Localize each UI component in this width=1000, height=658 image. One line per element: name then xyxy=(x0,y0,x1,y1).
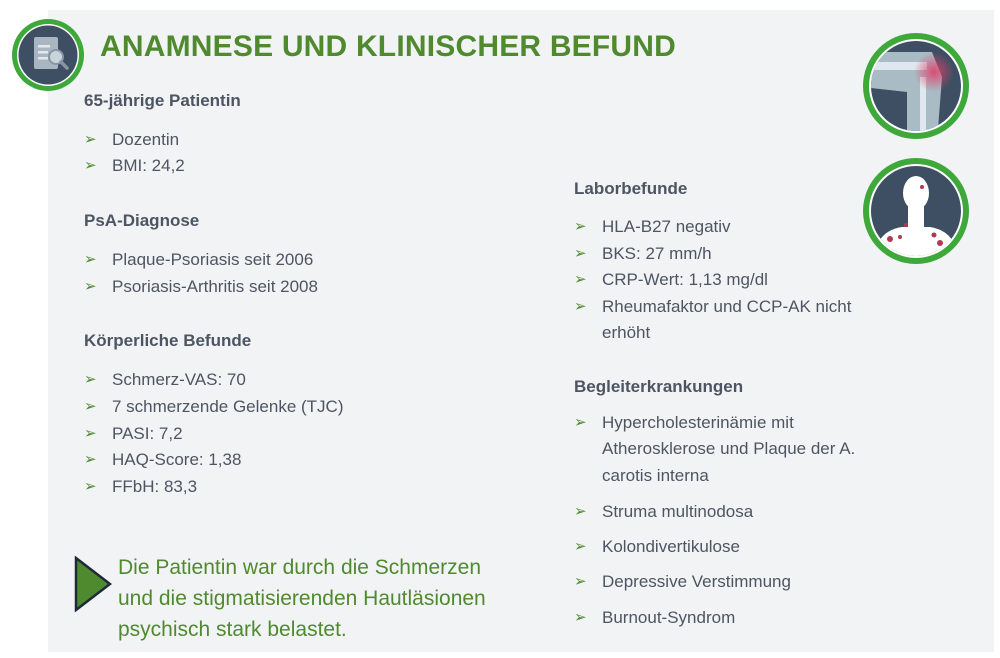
list-item: ➢ CRP-Wert: 1,13 mg/dl xyxy=(574,267,768,293)
arrow-bullet-icon: ➢ xyxy=(574,414,587,431)
list-item-text: 7 schmerzende Gelenke (TJC) xyxy=(112,397,344,416)
knee-joint-pain-icon xyxy=(863,33,969,139)
callout-arrow-icon xyxy=(74,556,112,612)
arrow-bullet-icon: ➢ xyxy=(574,503,587,520)
list-item: carotis interna xyxy=(602,463,709,489)
list-item-text: Plaque-Psoriasis seit 2006 xyxy=(112,250,314,269)
arrow-bullet-icon: ➢ xyxy=(574,298,587,315)
list-item: ➢ Depressive Verstimmung xyxy=(574,569,791,595)
arrow-bullet-icon: ➢ xyxy=(84,278,97,295)
list-item: ➢ PASI: 7,2 xyxy=(84,421,183,447)
arrow-bullet-icon: ➢ xyxy=(84,425,97,442)
arrow-bullet-icon: ➢ xyxy=(574,218,587,235)
section-heading: 65-jährige Patientin xyxy=(84,91,241,110)
list-item-text: Schmerz-VAS: 70 xyxy=(112,370,246,389)
list-item: ➢ BMI: 24,2 xyxy=(84,153,185,179)
arrow-bullet-icon: ➢ xyxy=(574,538,587,555)
list-item-text: PASI: 7,2 xyxy=(112,424,183,443)
list-item: Atherosklerose und Plaque der A. xyxy=(602,436,855,462)
arrow-bullet-icon: ➢ xyxy=(574,271,587,288)
arrow-bullet-icon: ➢ xyxy=(84,251,97,268)
list-item-text: Burnout-Syndrom xyxy=(602,608,736,627)
arrow-bullet-icon: ➢ xyxy=(84,371,97,388)
list-item: ➢ HLA-B27 negativ xyxy=(574,214,731,240)
list-item: erhöht xyxy=(602,320,650,346)
callout-line: und die stigmatisierenden Hautläsionen xyxy=(118,587,486,610)
arrow-bullet-icon: ➢ xyxy=(84,157,97,174)
list-item: ➢ Psoriasis-Arthritis seit 2008 xyxy=(84,274,318,300)
list-item: ➢ Kolondivertikulose xyxy=(574,534,740,560)
document-search-icon xyxy=(12,19,84,91)
arrow-bullet-icon: ➢ xyxy=(84,398,97,415)
list-item: ➢ Dozentin xyxy=(84,127,180,153)
list-item-text: Atherosklerose und Plaque der A. xyxy=(602,439,856,458)
list-item-text: Struma multinodosa xyxy=(602,502,754,521)
list-item: ➢ Burnout-Syndrom xyxy=(574,605,736,631)
section-heading: Körperliche Befunde xyxy=(84,331,252,350)
list-item-text: FFbH: 83,3 xyxy=(112,477,198,496)
arrow-bullet-icon: ➢ xyxy=(84,131,97,148)
section-heading: PsA-Diagnose xyxy=(84,211,200,230)
list-item: ➢ Struma multinodosa xyxy=(574,499,754,525)
list-item-text: Dozentin xyxy=(112,130,180,149)
list-item: ➢ Plaque-Psoriasis seit 2006 xyxy=(84,247,314,273)
arrow-bullet-icon: ➢ xyxy=(84,478,97,495)
list-item-text: Depressive Verstimmung xyxy=(602,572,791,591)
list-item-text: HLA-B27 negativ xyxy=(602,217,731,236)
list-item-text: BMI: 24,2 xyxy=(112,156,185,175)
arrow-bullet-icon: ➢ xyxy=(574,573,587,590)
list-item-text: carotis interna xyxy=(602,466,709,485)
list-item-text: CRP-Wert: 1,13 mg/dl xyxy=(602,270,768,289)
callout-text: Die Patientin war durch die Schmerzen un… xyxy=(118,552,486,645)
list-item-text: Hypercholesterinämie mit xyxy=(602,413,794,432)
content-panel xyxy=(48,10,994,652)
callout-line: Die Patientin war durch die Schmerzen xyxy=(118,556,482,579)
list-item: ➢ Hypercholesterinämie mit xyxy=(574,410,794,436)
skin-lesions-person-icon xyxy=(863,158,969,264)
list-item-text: Psoriasis-Arthritis seit 2008 xyxy=(112,277,318,296)
list-item: ➢ FFbH: 83,3 xyxy=(84,474,198,500)
list-item-text: BKS: 27 mm/h xyxy=(602,244,712,263)
list-item-text: HAQ-Score: 1,38 xyxy=(112,450,242,469)
list-item: ➢ Rheumafaktor und CCP-AK nicht xyxy=(574,294,852,320)
list-item-text: erhöht xyxy=(602,323,651,342)
section-heading: Begleiterkrankungen xyxy=(574,377,744,396)
arrow-bullet-icon: ➢ xyxy=(574,245,587,262)
list-item: ➢ 7 schmerzende Gelenke (TJC) xyxy=(84,394,344,420)
list-item-text: Rheumafaktor und CCP-AK nicht xyxy=(602,297,852,316)
arrow-bullet-icon: ➢ xyxy=(574,609,587,626)
list-item-text: Kolondivertikulose xyxy=(602,537,740,556)
list-item: ➢ BKS: 27 mm/h xyxy=(574,241,712,267)
arrow-bullet-icon: ➢ xyxy=(84,451,97,468)
callout-line: psychisch stark belastet. xyxy=(118,618,347,641)
page-title: ANAMNESE UND KLINISCHER BEFUND xyxy=(100,30,677,63)
section-heading: Laborbefunde xyxy=(574,179,688,198)
list-item: ➢ Schmerz-VAS: 70 xyxy=(84,367,246,393)
list-item: ➢ HAQ-Score: 1,38 xyxy=(84,447,242,473)
